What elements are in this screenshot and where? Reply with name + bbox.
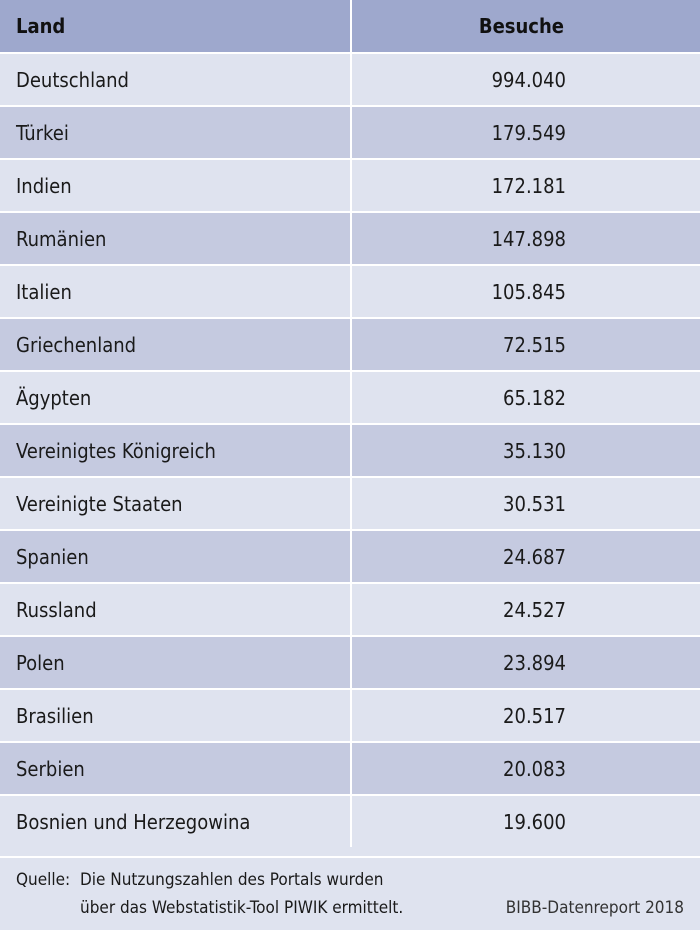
visits-cell: 179.549	[351, 105, 700, 159]
visits-cell: 24.687	[351, 529, 700, 583]
visits-cell: 65.182	[351, 370, 700, 424]
table-body: Deutschland 994.040 Türkei 179.549 Indien 172…	[0, 52, 700, 847]
visits-table: Land Besuche Deutschland 994.040 Türkei 179…	[0, 0, 700, 847]
table-row: Rumänien 147.898	[0, 211, 700, 265]
table-row: Türkei 179.549	[0, 105, 700, 159]
table-row: Indien 172.181	[0, 158, 700, 212]
table-row: Serbien 20.083	[0, 741, 700, 795]
visits-cell: 105.845	[351, 264, 700, 318]
table-row: Russland 24.527	[0, 582, 700, 636]
visits-cell: 72.515	[351, 317, 700, 371]
column-header-besuche: Besuche	[351, 0, 700, 53]
table-row: Ägypten 65.182	[0, 370, 700, 424]
country-cell: Rumänien	[0, 211, 352, 265]
source-text-line-1: Die Nutzungszahlen des Portals wurden	[80, 870, 384, 890]
visits-cell: 35.130	[351, 423, 700, 477]
country-cell: Polen	[0, 635, 352, 689]
country-cell: Spanien	[0, 529, 352, 583]
visits-cell: 172.181	[351, 158, 700, 212]
visits-cell: 994.040	[351, 52, 700, 106]
visits-cell: 147.898	[351, 211, 700, 265]
visits-cell: 19.600	[351, 794, 700, 847]
column-header-land: Land	[0, 0, 352, 53]
country-cell: Türkei	[0, 105, 352, 159]
table-row: Griechenland 72.515	[0, 317, 700, 371]
country-cell: Griechenland	[0, 317, 352, 371]
country-cell: Brasilien	[0, 688, 352, 742]
table-row: Polen 23.894	[0, 635, 700, 689]
source-label: Quelle:	[16, 870, 71, 890]
country-cell: Vereinigte Staaten	[0, 476, 352, 530]
table-row: Deutschland 994.040	[0, 52, 700, 106]
source-text-line-2: über das Webstatistik-Tool PIWIK ermitte…	[80, 898, 404, 918]
country-cell: Russland	[0, 582, 352, 636]
table-row: Bosnien und Herzegowina 19.600	[0, 794, 700, 847]
country-cell: Bosnien und Herzegowina	[0, 794, 352, 847]
visits-cell: 24.527	[351, 582, 700, 636]
report-credit: BIBB-Datenreport 2018	[505, 898, 684, 918]
table-row: Spanien 24.687	[0, 529, 700, 583]
country-cell: Indien	[0, 158, 352, 212]
table-row: Brasilien 20.517	[0, 688, 700, 742]
table-row: Italien 105.845	[0, 264, 700, 318]
country-cell: Vereinigtes Königreich	[0, 423, 352, 477]
visits-cell: 23.894	[351, 635, 700, 689]
country-cell: Deutschland	[0, 52, 352, 106]
country-cell: Italien	[0, 264, 352, 318]
visits-cell: 20.083	[351, 741, 700, 795]
table-footer: Quelle: Die Nutzungszahlen des Portals w…	[0, 856, 700, 930]
country-cell: Ägypten	[0, 370, 352, 424]
country-cell: Serbien	[0, 741, 352, 795]
header-row: Land Besuche	[0, 0, 700, 53]
visits-cell: 30.531	[351, 476, 700, 530]
table-row: Vereinigte Staaten 30.531	[0, 476, 700, 530]
table-row: Vereinigtes Königreich 35.130	[0, 423, 700, 477]
visits-cell: 20.517	[351, 688, 700, 742]
